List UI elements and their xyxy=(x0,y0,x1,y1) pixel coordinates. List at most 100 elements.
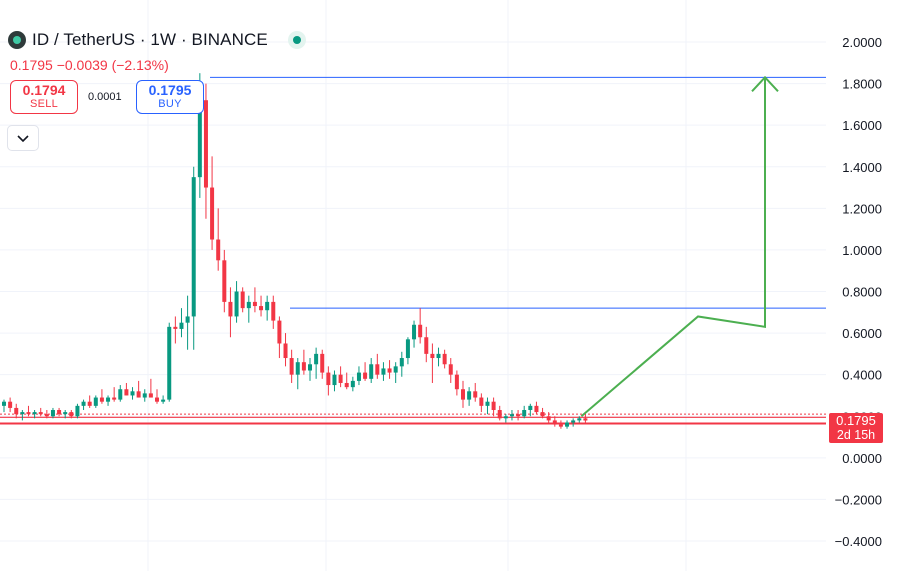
candle-body xyxy=(552,420,557,425)
candle-body xyxy=(26,412,31,415)
candle xyxy=(191,166,196,350)
candle-body xyxy=(63,412,68,415)
candle xyxy=(81,399,86,411)
candle xyxy=(546,412,551,423)
candle-body xyxy=(308,364,312,371)
candle-body xyxy=(81,401,86,406)
market-status-icon[interactable] xyxy=(287,31,306,49)
arrow-path xyxy=(580,77,766,418)
candle xyxy=(497,405,502,421)
candle-body xyxy=(14,407,19,415)
candle xyxy=(350,376,355,392)
candle-body xyxy=(173,326,178,329)
candle xyxy=(534,401,539,415)
candle xyxy=(320,349,325,379)
y-tick-label: −0.2000 xyxy=(835,492,882,507)
candle xyxy=(412,320,417,348)
candle-body xyxy=(442,353,447,365)
candle-body xyxy=(430,353,435,359)
candle-body xyxy=(454,374,459,390)
last-price-tag: 0.1795 xyxy=(829,413,883,428)
candle-body xyxy=(277,320,282,344)
y-tick-label: 0.6000 xyxy=(842,326,882,341)
candle xyxy=(63,410,68,419)
candle xyxy=(38,407,43,417)
candle xyxy=(387,360,392,379)
candle-body xyxy=(314,353,319,365)
candle-body xyxy=(375,364,380,375)
candle-body xyxy=(326,372,331,386)
candle-body xyxy=(44,414,49,417)
sell-button[interactable]: 0.1794 SELL xyxy=(10,80,78,114)
candle-body xyxy=(571,420,576,423)
candle xyxy=(87,395,92,408)
candle xyxy=(173,316,178,344)
candle xyxy=(399,351,404,377)
candle xyxy=(136,380,141,398)
collapse-button[interactable] xyxy=(7,125,39,151)
candle xyxy=(393,362,398,383)
buy-button[interactable]: 0.1795 BUY xyxy=(136,80,204,114)
candle-body xyxy=(332,374,337,386)
candle-body xyxy=(485,401,490,406)
candle-body xyxy=(399,358,404,367)
candle-body xyxy=(75,405,80,417)
y-tick-label: 1.8000 xyxy=(842,77,882,92)
candle-body xyxy=(124,389,129,396)
symbol-title[interactable]: ID / TetherUS · 1W · BINANCE xyxy=(32,30,268,49)
candle-body xyxy=(106,397,111,402)
candle-body xyxy=(185,316,190,323)
candle-body xyxy=(467,391,472,400)
candle-body xyxy=(222,260,227,302)
candle-body xyxy=(350,380,355,388)
candle-body xyxy=(271,301,276,321)
candle xyxy=(240,287,245,313)
candle xyxy=(112,387,117,402)
candle-body xyxy=(412,324,417,340)
candle xyxy=(473,382,478,402)
candle xyxy=(418,308,423,344)
y-tick-label: −0.4000 xyxy=(835,534,882,549)
candle-body xyxy=(509,414,514,417)
candle xyxy=(271,295,276,329)
candle xyxy=(461,380,465,408)
candle xyxy=(185,295,190,350)
candle-body xyxy=(228,301,233,317)
price-change: 0.1795 −0.0039 (−2.13%) xyxy=(10,57,169,73)
candle-body xyxy=(148,393,153,398)
candle-body xyxy=(363,372,368,379)
candle-body xyxy=(301,362,306,371)
candle xyxy=(130,387,135,400)
candle-body xyxy=(461,389,465,400)
candle xyxy=(552,416,557,427)
candle xyxy=(308,358,312,381)
symbol-header: ID / TetherUS · 1W · BINANCE xyxy=(8,30,306,50)
arrow-head xyxy=(751,75,779,93)
sell-label: SELL xyxy=(29,98,59,110)
candle xyxy=(246,295,251,323)
candle-body xyxy=(234,291,239,317)
candle-body xyxy=(118,389,123,400)
sell-price: 0.1794 xyxy=(22,82,66,98)
candle xyxy=(528,403,533,417)
candle xyxy=(344,372,349,390)
candle xyxy=(57,407,62,417)
candle-body xyxy=(577,418,582,421)
candle-body xyxy=(69,412,74,417)
candle-body xyxy=(283,343,288,359)
candle-body xyxy=(448,364,453,375)
candle xyxy=(571,418,576,427)
candle-body xyxy=(161,399,166,402)
candle-body xyxy=(558,424,563,427)
candle xyxy=(161,395,166,404)
candle xyxy=(565,420,570,429)
candle-body xyxy=(99,397,104,402)
candle xyxy=(14,403,19,419)
candle xyxy=(301,349,306,375)
candle xyxy=(124,382,129,396)
price-axis[interactable]: 2.0000 1.8000 1.6000 1.4000 1.2000 1.0000 0.80… xyxy=(835,35,882,549)
buy-price: 0.1795 xyxy=(148,82,192,98)
candle-body xyxy=(246,301,251,309)
candle-body xyxy=(534,405,539,413)
